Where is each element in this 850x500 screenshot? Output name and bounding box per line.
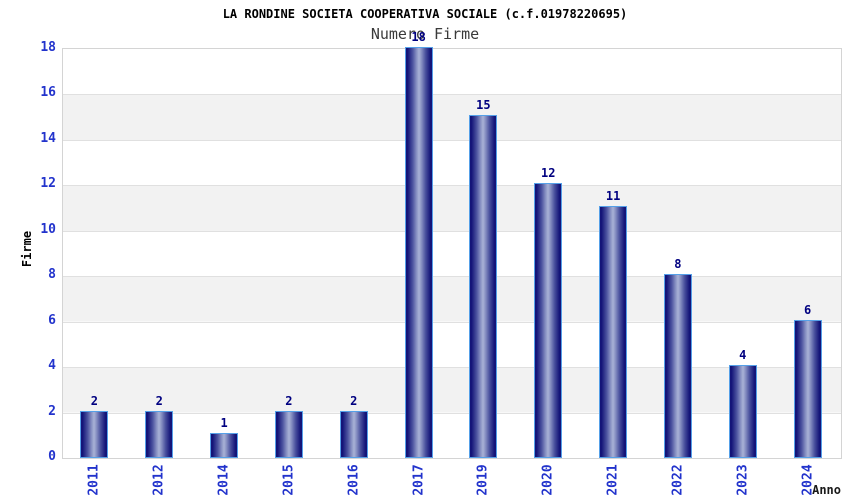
x-tick-label-2011: 2011	[86, 464, 102, 496]
y-tick-label: 4	[48, 358, 56, 374]
bar-value-label-2017: 18	[411, 30, 426, 44]
bar-2017	[404, 47, 433, 458]
x-tick-label-2022: 2022	[670, 464, 686, 496]
y-tick-label: 0	[48, 449, 56, 464]
bar-value-label-2011: 2	[90, 393, 99, 408]
bar-2023	[728, 365, 757, 458]
bar-2012	[145, 410, 174, 458]
x-tick-label-2014: 2014	[216, 464, 232, 496]
bar-value-label-2019: 15	[476, 98, 491, 113]
y-tick-label: 14	[40, 130, 56, 146]
x-tick-label-2023: 2023	[735, 464, 751, 496]
plot-area	[62, 48, 842, 459]
y-tick-label: 16	[40, 85, 56, 101]
chart-title: LA RONDINE SOCIETA COOPERATIVA SOCIALE (…	[222, 7, 628, 21]
gridline	[63, 185, 841, 187]
bar-value-label-2024: 6	[803, 302, 812, 317]
x-tick-label-2017: 2017	[411, 464, 427, 496]
bar-2016	[339, 410, 368, 458]
gridline	[63, 94, 841, 96]
bar-2021	[599, 206, 628, 458]
bar-2015	[274, 410, 303, 458]
gridline	[63, 367, 841, 369]
bar-2024	[793, 319, 822, 458]
bar-value-label-2021: 11	[605, 189, 621, 204]
chart-subtitle: Numero Firme	[370, 25, 480, 43]
bar-2019	[469, 115, 498, 458]
bar-value-label-2016: 2	[350, 393, 358, 408]
gridline	[63, 139, 841, 141]
y-tick-label: 2	[48, 403, 56, 419]
bar-2014	[210, 433, 239, 458]
x-tick-label-2016: 2016	[346, 464, 362, 496]
y-tick-label: 8	[48, 267, 56, 283]
bar-value-label-2023: 4	[739, 348, 747, 363]
bar-2011	[80, 410, 109, 458]
y-tick-label: 18	[40, 40, 56, 55]
y-tick-label: 6	[48, 312, 56, 328]
x-tick-label-2019: 2019	[475, 464, 491, 496]
gridline	[63, 412, 841, 414]
gridline	[63, 276, 841, 278]
x-tick-label-2021: 2021	[605, 464, 621, 496]
gridline	[63, 230, 841, 232]
gridline	[63, 321, 841, 323]
y-tick-label: 12	[40, 176, 56, 192]
bar-2020	[534, 183, 563, 458]
bar-2022	[663, 274, 692, 458]
y-axis-title: Firme	[20, 230, 34, 268]
x-axis-title: Anno	[812, 483, 841, 497]
bar-value-label-2020: 12	[541, 166, 556, 181]
bar-value-label-2015: 2	[285, 393, 293, 408]
y-tick-label: 10	[40, 221, 56, 237]
x-tick-label-2020: 2020	[540, 464, 556, 496]
bar-value-label-2014: 1	[220, 416, 228, 431]
bar-value-label-2022: 8	[674, 257, 682, 272]
x-tick-label-2015: 2015	[281, 464, 297, 496]
x-tick-label-2012: 2012	[151, 464, 167, 496]
bar-value-label-2012: 2	[155, 393, 163, 408]
